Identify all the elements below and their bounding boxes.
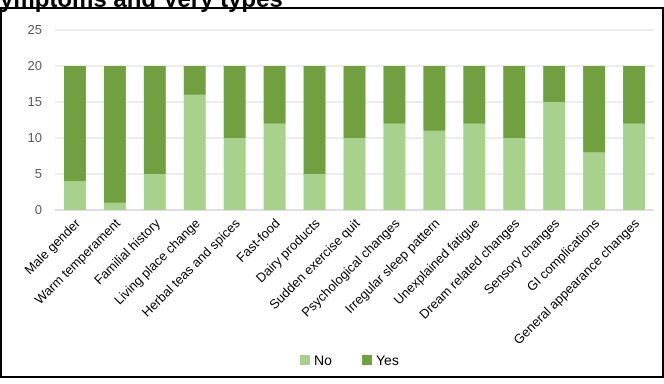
bar-no-0 [63,181,86,210]
y-tick-label: 0 [35,202,42,217]
bar-yes-10 [463,66,486,124]
bar-no-5 [263,123,286,210]
bar-yes-6 [303,66,326,174]
bar-yes-4 [223,66,246,138]
bar-no-3 [183,94,206,210]
bar-yes-3 [183,66,206,95]
bar-no-12 [543,102,566,210]
legend-label-yes: Yes [376,352,399,368]
bar-yes-9 [423,66,446,131]
chart-border [0,7,664,378]
bar-yes-5 [263,66,286,124]
chart-title: ymptoms and Very types [0,0,664,14]
bar-no-2 [143,174,166,210]
bar-no-6 [303,174,326,210]
bar-yes-11 [503,66,526,138]
bar-yes-7 [343,66,366,138]
legend-swatch-no [300,355,310,365]
bar-yes-13 [583,66,606,153]
bar-yes-14 [623,66,646,124]
y-tick-label: 20 [28,58,42,73]
y-tick-label: 5 [35,166,42,181]
legend-label-no: No [314,352,332,368]
bar-yes-0 [63,66,86,182]
bar-no-7 [343,138,366,210]
bars [63,66,646,210]
bar-yes-2 [143,66,166,174]
bar-yes-1 [103,66,126,203]
bar-no-11 [503,138,526,210]
bar-no-9 [423,130,446,210]
legend: No Yes [300,352,399,368]
bar-yes-8 [383,66,406,124]
legend-swatch-yes [362,355,372,365]
bar-no-4 [223,138,246,210]
y-tick-label: 15 [28,94,42,109]
y-tick-label: 25 [28,22,42,37]
bar-no-13 [583,152,606,210]
bar-no-14 [623,123,646,210]
bar-no-8 [383,123,406,210]
x-tick-label: GI complications [524,215,603,294]
bar-no-10 [463,123,486,210]
y-axis-ticks: 0 5 10 15 20 25 [28,22,42,217]
bar-no-1 [103,202,126,210]
bar-yes-12 [543,66,566,102]
y-tick-label: 10 [28,130,42,145]
